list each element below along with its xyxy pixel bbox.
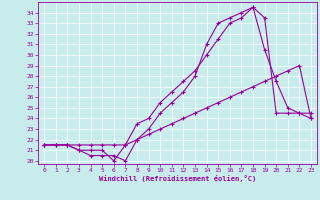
- X-axis label: Windchill (Refroidissement éolien,°C): Windchill (Refroidissement éolien,°C): [99, 175, 256, 182]
